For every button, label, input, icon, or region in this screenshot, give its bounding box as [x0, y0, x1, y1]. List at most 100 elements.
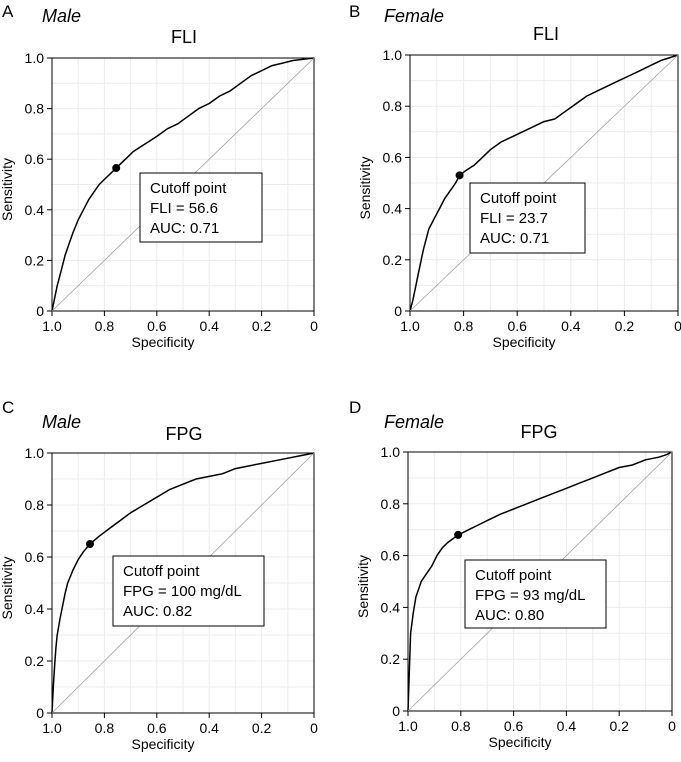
x-tick-label: 0.4 — [557, 718, 577, 734]
roc-curve-line — [51, 452, 315, 714]
x-tick-label: 1.0 — [398, 718, 418, 734]
x-tick-label: 0 — [674, 318, 681, 334]
x-tick-label: 0.2 — [615, 318, 635, 334]
y-tick-label: 0.8 — [25, 497, 45, 513]
x-axis-title: Specificity — [131, 334, 194, 350]
x-tick-label: 0.6 — [147, 318, 167, 334]
plot-frame — [51, 452, 315, 714]
plot-frame — [51, 57, 315, 312]
y-tick-label: 0.8 — [25, 101, 45, 117]
y-tick-label: 0.2 — [25, 653, 45, 669]
x-tick-label: 0.8 — [454, 318, 474, 334]
x-tick-label: 0.4 — [561, 318, 581, 334]
y-tick-label: 0.4 — [25, 601, 45, 617]
panel-letter: C — [2, 398, 14, 417]
cutoff-point-marker — [454, 530, 463, 539]
x-tick-label: 0.8 — [451, 718, 471, 734]
annotation-line: AUC: 0.71 — [480, 230, 549, 247]
annotation-line: FPG = 93 mg/dL — [475, 587, 585, 604]
x-tick-label: 0.4 — [199, 318, 219, 334]
chart-title: FPG — [520, 422, 557, 442]
annotation-line: AUC: 0.71 — [150, 220, 219, 237]
y-axis-title: Sensitivity — [0, 158, 15, 221]
y-tick-label: 0.8 — [383, 98, 403, 114]
cutoff-point-marker — [455, 171, 464, 180]
x-tick-label: 0.2 — [609, 718, 629, 734]
group-label: Female — [384, 6, 444, 26]
plot-frame — [409, 54, 679, 312]
annotation-line: FLI = 23.7 — [480, 210, 548, 227]
cutoff-point-marker — [112, 164, 121, 173]
x-tick-label: 0 — [310, 318, 318, 334]
x-tick-label: 1.0 — [42, 318, 62, 334]
annotation-line: AUC: 0.80 — [475, 607, 544, 624]
x-axis-title: Specificity — [492, 334, 555, 350]
y-axis-title: Sensitivity — [0, 556, 15, 619]
chart-title: FLI — [171, 27, 197, 47]
annotation-line: Cutoff point — [475, 567, 552, 584]
x-tick-label: 1.0 — [42, 720, 62, 736]
y-tick-label: 1.0 — [25, 445, 45, 461]
x-axis-title: Specificity — [488, 734, 551, 750]
y-tick-label: 0.8 — [381, 496, 401, 512]
annotation-box — [139, 172, 263, 243]
y-tick-label: 0.2 — [383, 252, 403, 268]
annotation-box — [112, 555, 265, 627]
roc-curve-line — [51, 57, 315, 312]
y-axis-title: Sensitivity — [355, 555, 371, 618]
annotation-line: Cutoff point — [123, 563, 200, 580]
y-tick-label: 1.0 — [383, 47, 403, 63]
x-tick-label: 0.4 — [199, 720, 219, 736]
y-tick-label: 0.4 — [381, 599, 401, 615]
group-label: Male — [42, 6, 81, 26]
chart-title: FPG — [165, 424, 202, 444]
group-label: Female — [384, 412, 444, 432]
y-tick-label: 0.6 — [383, 149, 403, 165]
x-tick-label: 0 — [668, 718, 676, 734]
panel-b: B Female FLI 1.0 0.8 0.6 0.4 0.2 0 0 0.2 0.4 0.6 0.8 1… — [349, 2, 681, 350]
panel-c: C Male FPG 1.0 0.8 0.6 0.4 0.2 0 0 0.2 0.4 0.6 0.8 1.0… — [0, 398, 318, 752]
x-tick-label: 0 — [310, 720, 318, 736]
y-tick-label: 0.6 — [381, 548, 401, 564]
x-tick-label: 0.2 — [252, 318, 272, 334]
y-tick-label: 0.6 — [25, 151, 45, 167]
group-label: Male — [42, 412, 81, 432]
roc-curve-line — [409, 54, 679, 312]
annotation-line: Cutoff point — [480, 190, 557, 207]
y-tick-label: 0.4 — [383, 201, 403, 217]
annotation-line: FPG = 100 mg/dL — [123, 583, 242, 600]
annotation-line: FLI = 56.6 — [150, 200, 218, 217]
y-tick-label: 0 — [394, 303, 402, 319]
x-tick-label: 0.6 — [507, 318, 527, 334]
panel-d: D Female FPG 1.0 0.8 0.6 0.4 0.2 0 0 0.2 0.4 0.6 0.8 1… — [349, 398, 676, 750]
y-tick-label: 0.4 — [25, 202, 45, 218]
y-tick-label: 0 — [36, 303, 44, 319]
annotation-line: Cutoff point — [150, 180, 227, 197]
x-tick-label: 0.2 — [252, 720, 272, 736]
panel-letter: B — [349, 2, 360, 21]
cutoff-point-marker — [85, 540, 94, 548]
y-tick-label: 0.2 — [25, 252, 45, 268]
roc-curve-line — [407, 451, 673, 712]
y-tick-label: 0.6 — [25, 549, 45, 565]
x-tick-label: 1.0 — [400, 318, 420, 334]
x-tick-label: 0.8 — [95, 720, 115, 736]
annotation-line: AUC: 0.82 — [123, 603, 192, 620]
annotation-box — [469, 182, 586, 254]
x-axis-title: Specificity — [131, 736, 194, 752]
panel-letter: A — [2, 2, 14, 21]
annotation-box — [464, 559, 607, 629]
x-tick-label: 0.6 — [147, 720, 167, 736]
plot-frame — [407, 451, 673, 712]
x-tick-label: 0.6 — [504, 718, 524, 734]
chart-title: FLI — [533, 24, 559, 44]
panel-a: A Male FLI 1.0 0.8 0.6 0.4 0.2 0 0 0.2 0.4 0.6 0.8 1.0… — [0, 2, 318, 350]
y-tick-label: 0 — [36, 705, 44, 721]
y-axis-title: Sensitivity — [357, 156, 373, 219]
y-tick-label: 0.2 — [381, 651, 401, 667]
panel-letter: D — [349, 398, 361, 417]
y-tick-label: 1.0 — [381, 444, 401, 460]
y-tick-label: 1.0 — [25, 50, 45, 66]
y-tick-label: 0 — [392, 703, 400, 719]
